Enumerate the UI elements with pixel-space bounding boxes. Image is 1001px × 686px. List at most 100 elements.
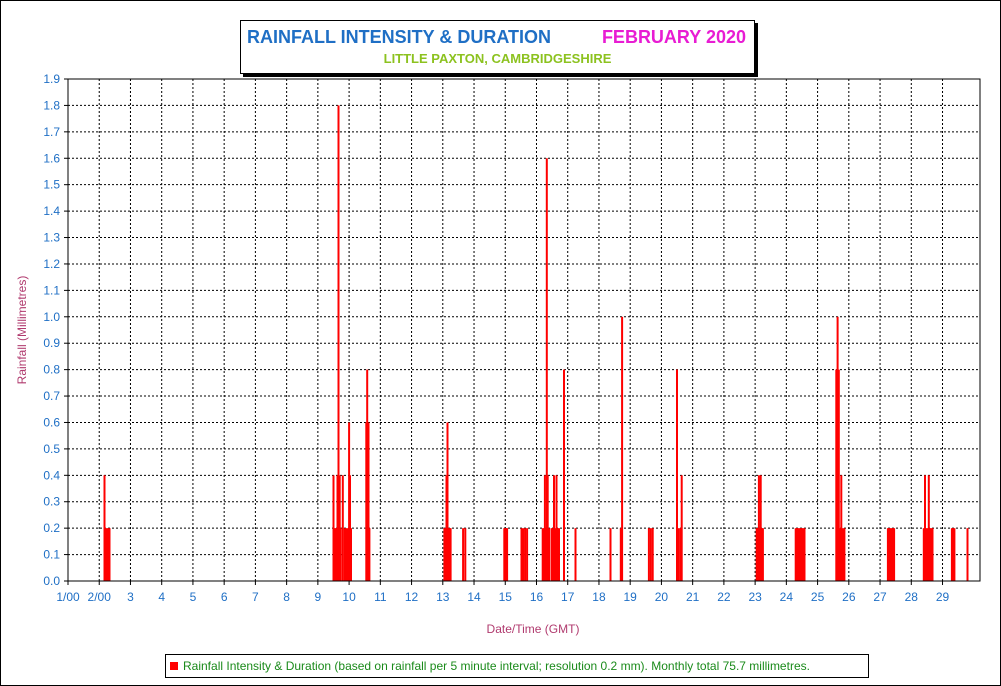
y-tick-label: 1.2 [43, 257, 60, 271]
rain-bar [839, 528, 842, 581]
y-tick-label: 0.1 [43, 548, 60, 562]
rain-bar [756, 528, 759, 581]
y-tick-label: 0.3 [43, 495, 60, 509]
x-tick-label: 22 [717, 590, 731, 604]
y-tick-label: 1.3 [43, 231, 60, 245]
x-tick-label: 15 [499, 590, 513, 604]
x-tick-label: 2/00 [88, 590, 112, 604]
x-tick-label: 25 [811, 590, 825, 604]
rain-bar [621, 316, 624, 581]
rain-bar [108, 528, 111, 581]
rain-bar [929, 528, 931, 581]
y-tick-label: 1.4 [43, 204, 60, 218]
rain-bar [952, 528, 955, 581]
rain-bar [524, 528, 527, 581]
rain-bar [346, 528, 349, 581]
rain-bar [893, 528, 896, 581]
rain-bar [350, 528, 352, 581]
y-tick-label: 1.1 [43, 283, 60, 297]
y-tick-label: 0.9 [43, 336, 60, 350]
rain-bar [677, 528, 680, 581]
rain-bar [797, 528, 800, 581]
rain-bar [526, 528, 529, 581]
y-tick-label: 1.6 [43, 151, 60, 165]
x-tick-label: 19 [624, 590, 638, 604]
rain-bar [343, 528, 346, 581]
rain-bar [888, 528, 891, 581]
rain-bar [506, 528, 509, 581]
rain-bar [950, 528, 953, 581]
x-tick-label: 8 [283, 590, 290, 604]
y-tick-label: 1.0 [43, 310, 60, 324]
x-axis-ticks: 1/00 2/00 3 4 5 6 7 8 9 10 11 12 13 14 15 16 17 18 19 20 21 2… [56, 581, 950, 604]
y-tick-label: 0.6 [43, 415, 60, 429]
y-tick-label: 1.5 [43, 178, 60, 192]
rain-bar [889, 528, 892, 581]
rain-bar [651, 528, 654, 581]
rain-bar [550, 528, 553, 581]
rain-bar [563, 369, 565, 581]
y-tick-label: 0.8 [43, 363, 60, 377]
rain-bar [890, 528, 893, 581]
y-tick-label: 0.5 [43, 442, 60, 456]
rain-bar [341, 475, 344, 581]
rain-bar [447, 528, 450, 581]
rain-bar [103, 475, 106, 581]
rain-bar [543, 475, 546, 581]
rain-bar [105, 528, 108, 581]
rain-bar [368, 528, 371, 581]
x-tick-label: 13 [436, 590, 450, 604]
rain-bar [843, 528, 846, 581]
rain-bar [446, 422, 449, 581]
rain-bar [574, 528, 577, 581]
rain-bar [649, 528, 652, 581]
rain-bar [841, 528, 844, 581]
rain-bar [924, 475, 926, 581]
y-tick-label: 0.2 [43, 521, 60, 535]
y-axis-label: Rainfall (Millimetres) [15, 276, 29, 385]
rain-bar [545, 158, 548, 582]
rain-bar [337, 105, 340, 582]
rain-bar [925, 528, 928, 581]
rain-bar [556, 528, 559, 581]
rain-bar [799, 528, 802, 581]
rain-bar [835, 369, 838, 581]
y-tick-label: 0.7 [43, 389, 60, 403]
rain-bar [679, 528, 682, 581]
rain-bar [836, 316, 839, 581]
rain-bar [619, 528, 622, 581]
rain-bar [927, 475, 930, 581]
rain-bar [930, 528, 933, 581]
rain-bar [522, 528, 525, 581]
rain-bar [332, 475, 335, 581]
rain-bar [801, 528, 803, 581]
rain-bar [554, 528, 557, 581]
x-tick-label: 12 [405, 590, 419, 604]
y-tick-label: 1.7 [43, 125, 60, 139]
x-tick-label: 4 [158, 590, 165, 604]
rain-bar [803, 528, 806, 581]
rain-bar [802, 528, 805, 581]
y-tick-label: 1.8 [43, 98, 60, 112]
rain-bar [966, 528, 969, 581]
legend-swatch [170, 662, 178, 670]
rain-bar [794, 528, 797, 581]
rain-bar [891, 528, 894, 581]
y-tick-label: 0.4 [43, 468, 60, 482]
rain-bar [757, 475, 760, 581]
x-tick-label: 28 [905, 590, 919, 604]
x-tick-label: 6 [221, 590, 228, 604]
rain-bar [926, 528, 929, 581]
y-axis-ticks: 0.0 0.1 0.2 0.3 0.4 0.5 0.6 0.7 0.8 0.9 1.0 1.1 1.2 1… [43, 72, 68, 588]
rain-bar [444, 528, 447, 581]
chart-month: FEBRUARY 2020 [601, 27, 746, 47]
title-box: RAINFALL INTENSITY & DURATION FEBRUARY 2… [240, 20, 755, 74]
rain-bar [761, 528, 764, 581]
rain-bar [349, 475, 351, 581]
rain-bar [553, 475, 555, 581]
rain-bar [922, 528, 925, 581]
x-tick-label: 29 [936, 590, 950, 604]
bar-series [103, 105, 969, 582]
x-tick-label: 10 [342, 590, 356, 604]
rain-bar [796, 528, 798, 581]
